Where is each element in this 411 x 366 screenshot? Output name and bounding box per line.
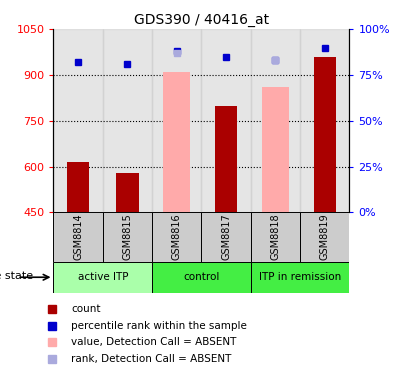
- Bar: [215, 105, 237, 212]
- Bar: [53, 262, 152, 293]
- Bar: [314, 57, 336, 212]
- Text: GSM8818: GSM8818: [270, 214, 280, 260]
- Bar: [53, 212, 103, 262]
- Text: disease state: disease state: [0, 271, 33, 281]
- Bar: [163, 72, 190, 212]
- Bar: [262, 87, 289, 212]
- Text: active ITP: active ITP: [78, 272, 128, 282]
- Text: ITP in remission: ITP in remission: [259, 272, 341, 282]
- Text: GSM8814: GSM8814: [73, 214, 83, 260]
- Title: GDS390 / 40416_at: GDS390 / 40416_at: [134, 13, 269, 27]
- Bar: [201, 212, 251, 262]
- Bar: [152, 29, 201, 212]
- Bar: [300, 212, 349, 262]
- Text: GSM8817: GSM8817: [221, 214, 231, 260]
- Text: value, Detection Call = ABSENT: value, Detection Call = ABSENT: [72, 337, 237, 347]
- Text: count: count: [72, 304, 101, 314]
- Text: GSM8815: GSM8815: [122, 214, 132, 260]
- Text: GSM8819: GSM8819: [320, 214, 330, 260]
- Bar: [152, 262, 251, 293]
- Text: rank, Detection Call = ABSENT: rank, Detection Call = ABSENT: [72, 354, 232, 364]
- Bar: [251, 212, 300, 262]
- Bar: [201, 29, 251, 212]
- Bar: [67, 162, 89, 212]
- Bar: [116, 173, 139, 212]
- Text: control: control: [183, 272, 219, 282]
- Bar: [251, 29, 300, 212]
- Text: GSM8816: GSM8816: [172, 214, 182, 260]
- Bar: [103, 29, 152, 212]
- Bar: [53, 29, 103, 212]
- Text: percentile rank within the sample: percentile rank within the sample: [72, 321, 247, 330]
- Bar: [152, 212, 201, 262]
- Bar: [251, 262, 349, 293]
- Bar: [300, 29, 349, 212]
- Bar: [103, 212, 152, 262]
